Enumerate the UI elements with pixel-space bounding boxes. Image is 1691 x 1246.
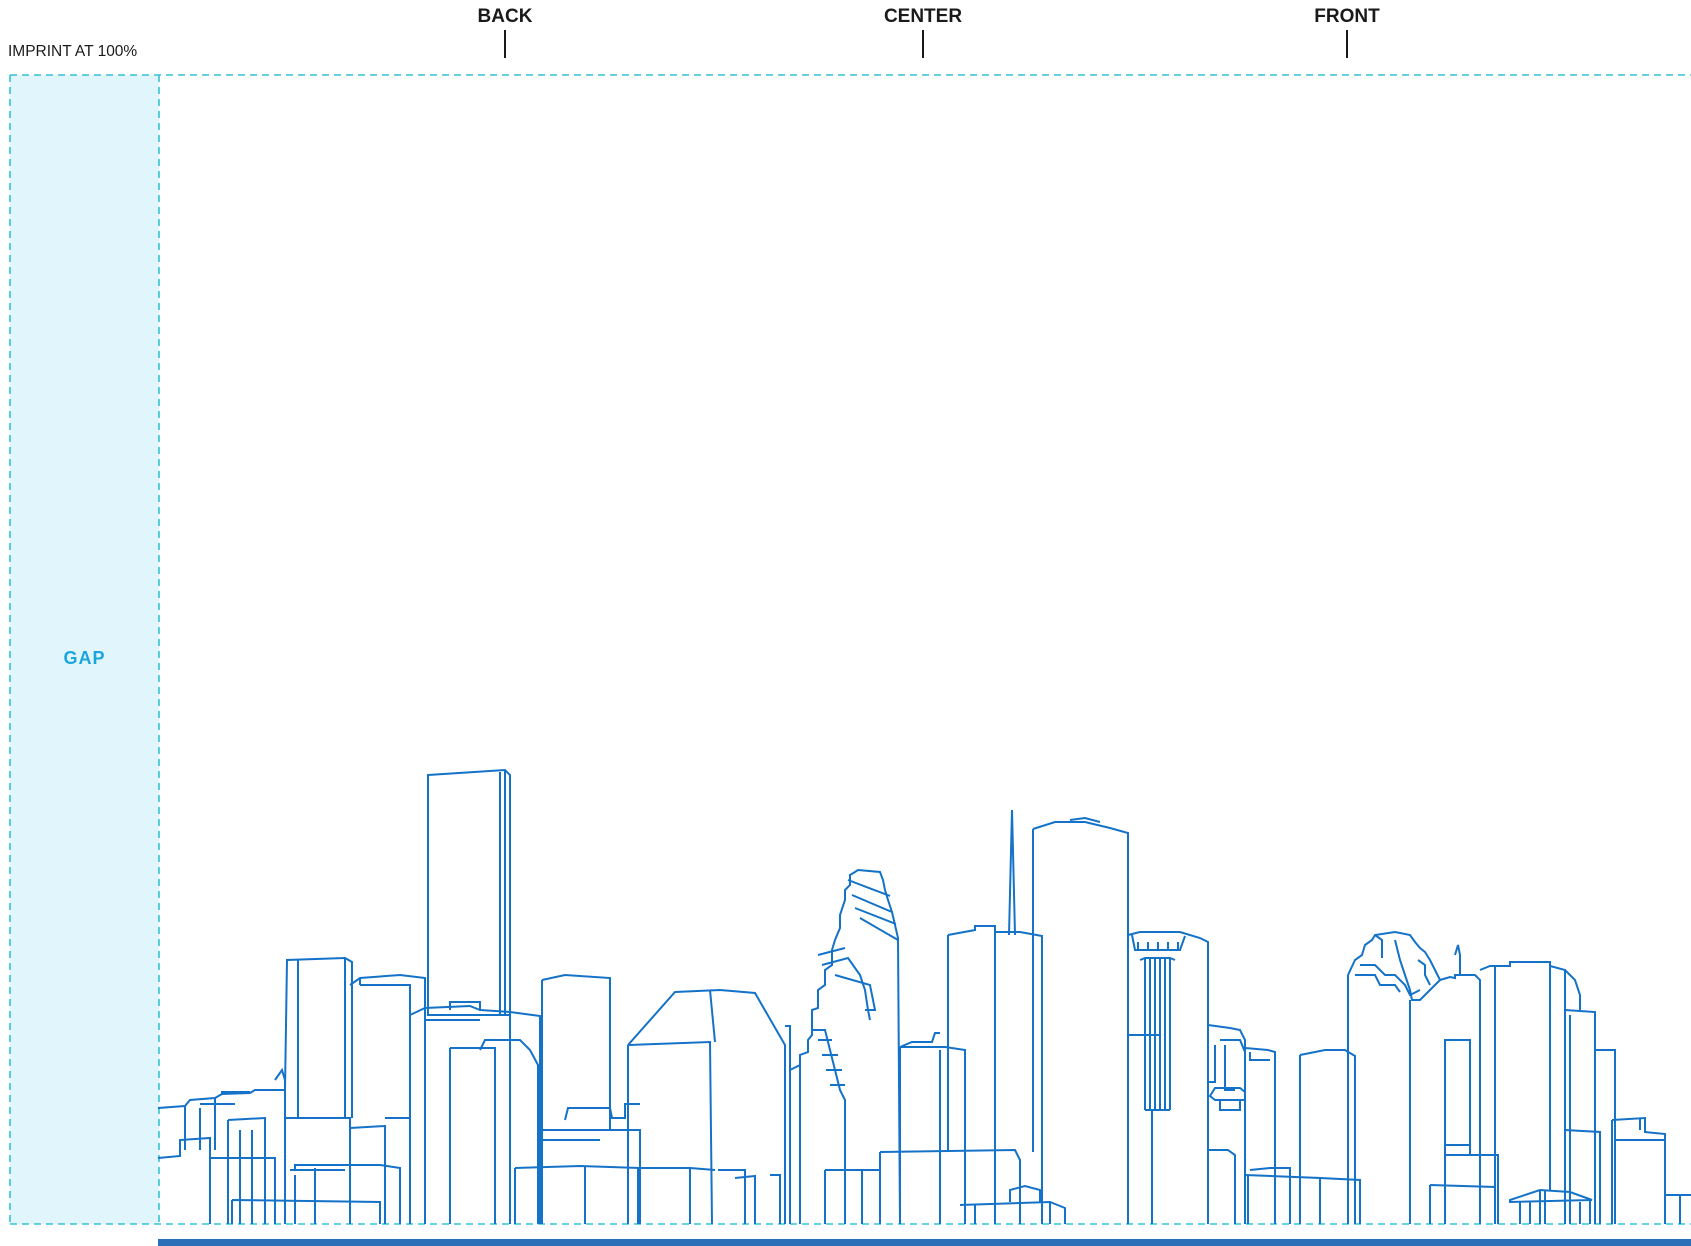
front-guide-tick — [1346, 30, 1348, 58]
bleed-bar — [158, 1239, 1691, 1246]
gap-label: GAP — [63, 648, 106, 668]
center-guide-tick — [922, 30, 924, 58]
center-guide-label: CENTER — [883, 6, 963, 27]
back-guide-label: BACK — [477, 6, 533, 27]
front-guide-label: FRONT — [1314, 6, 1380, 27]
gap-zone — [10, 75, 159, 1224]
imprint-label: IMPRINT AT 100% — [8, 43, 138, 60]
city-skyline-icon — [157, 768, 1691, 1225]
imprint-guides — [9, 74, 1691, 1225]
back-guide-tick — [504, 30, 506, 58]
